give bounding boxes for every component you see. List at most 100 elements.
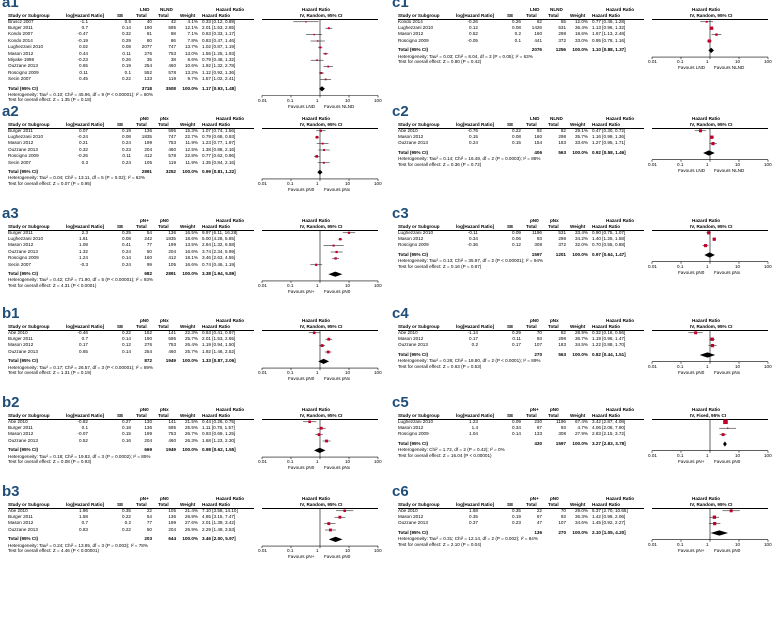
total-group1: 1597 bbox=[531, 251, 542, 257]
total-group1: 50 bbox=[146, 248, 152, 254]
hr-ci-value: 3.46 [2.00, 5.97] bbox=[202, 536, 236, 542]
log-hr-value: 1.23 bbox=[469, 418, 478, 424]
study-name: Mason 2012 bbox=[398, 133, 424, 139]
point-estimate-square bbox=[694, 331, 698, 335]
panel-label: b2 bbox=[2, 394, 20, 411]
col-header: log[Hazard Ratio] bbox=[66, 412, 105, 418]
col-header: Hazard Ratio bbox=[692, 407, 721, 412]
point-estimate-square bbox=[712, 515, 717, 519]
favours-left-label: Favours pN0 bbox=[678, 269, 705, 275]
weight-value: 7.1% bbox=[187, 31, 198, 37]
study-name: Abe 2010 bbox=[8, 507, 28, 513]
weight-value: 100.0% bbox=[182, 536, 198, 542]
total-group2: 2891 bbox=[165, 270, 176, 276]
col-header: log[Hazard Ratio] bbox=[66, 323, 105, 329]
col-header: Hazard Ratio bbox=[202, 412, 231, 418]
weight-value: 18.6% bbox=[574, 31, 588, 37]
total-group1: 77 bbox=[146, 520, 152, 526]
group-label: pN0 bbox=[550, 407, 559, 412]
log-hr-value: 0.3 bbox=[81, 159, 88, 165]
col-header: IV, Random, 95% CI bbox=[300, 501, 343, 507]
favours-left-label: Favours pN0 bbox=[288, 465, 315, 471]
total-group1: 136 bbox=[144, 127, 152, 133]
study-name: Abe 2010 bbox=[8, 329, 28, 335]
total-group1: 40 bbox=[146, 18, 152, 24]
weight-value: 34.6% bbox=[574, 520, 588, 526]
col-header: Hazard Ratio bbox=[606, 407, 635, 412]
hr-ci-value: 1.40 [1.25, 1.58] bbox=[592, 235, 626, 241]
total-group2: 107 bbox=[558, 520, 566, 526]
weight-value: 29.0% bbox=[574, 507, 588, 513]
total-group1: 204 bbox=[144, 146, 152, 152]
point-estimate-square bbox=[313, 33, 315, 36]
point-estimate-square bbox=[332, 244, 335, 247]
x-tick-label: 10 bbox=[735, 161, 741, 167]
weight-value: 7.8% bbox=[187, 37, 198, 43]
weight-value: 100.0% bbox=[572, 47, 588, 53]
panel-label: b1 bbox=[2, 305, 20, 322]
summary-diamond bbox=[313, 447, 326, 453]
study-name: Lughezzani 2010 bbox=[8, 235, 43, 241]
weight-value: 26.9% bbox=[184, 513, 198, 519]
col-header: Hazard Ratio bbox=[216, 496, 245, 501]
forest-panel-c6: c6 pN+ pN0 Hazard Ratio Hazard Ratio Study or… bbox=[390, 483, 778, 573]
col-header: log[Hazard Ratio] bbox=[456, 121, 495, 127]
study-name: Mason 2012 bbox=[398, 335, 424, 341]
hr-ci-value: 1.57 [1.02, 2.41] bbox=[202, 76, 236, 82]
col-header: IV, Random, 95% CI bbox=[300, 12, 343, 18]
x-tick-label: 0.1 bbox=[677, 263, 684, 269]
weight-value: 33.4% bbox=[574, 229, 588, 235]
col-header: Hazard Ratio bbox=[592, 323, 621, 329]
weight-value: 16.5% bbox=[184, 229, 198, 235]
x-tick-label: 1 bbox=[316, 282, 319, 288]
x-tick-label: 1 bbox=[316, 459, 319, 465]
weight-value: 4.7% bbox=[577, 424, 588, 430]
col-header: SE bbox=[117, 12, 124, 18]
study-name: Roscigno 2009 bbox=[398, 242, 429, 248]
hr-ci-value: 1.19 [0.96, 1.47] bbox=[592, 335, 626, 341]
total-group1: 160 bbox=[144, 255, 152, 261]
total-label: Total (95% CI) bbox=[398, 251, 429, 257]
col-header: Weight bbox=[570, 501, 586, 507]
hr-ci-value: 0.98 [0.62, 1.55] bbox=[202, 447, 236, 453]
total-group1: 62 bbox=[536, 18, 542, 24]
col-header: Study or Subgroup bbox=[398, 501, 440, 507]
heterogeneity-text: Heterogeneity: Tau² = 0.18; Chi² = 19.82… bbox=[8, 453, 151, 459]
point-estimate-square bbox=[343, 509, 346, 513]
favours-left-label: Favours pN+ bbox=[288, 288, 315, 294]
total-group1: 872 bbox=[144, 358, 152, 364]
se-value: 0.19 bbox=[512, 513, 521, 519]
se-value: 0.14 bbox=[122, 348, 131, 354]
se-value: 0.35 bbox=[512, 507, 521, 513]
point-estimate-square bbox=[319, 426, 323, 430]
col-header: Weight bbox=[180, 12, 196, 18]
study-name: Mason 2012 bbox=[398, 235, 424, 241]
group-label: pN0 bbox=[160, 218, 169, 223]
x-tick-label: 1 bbox=[316, 370, 319, 376]
study-name: Burger 2011 bbox=[8, 24, 33, 30]
hr-ci-value: 0.47 [0.30, 0.72] bbox=[592, 127, 626, 133]
log-hr-value: -0.05 bbox=[467, 37, 478, 43]
favours-left-label: Favours pN+ bbox=[288, 554, 315, 560]
study-name: Secin 2007 bbox=[8, 261, 31, 267]
weight-value: 16.6% bbox=[184, 261, 198, 267]
col-header: IV, Random, 95% CI bbox=[690, 501, 733, 507]
total-label: Total (95% CI) bbox=[398, 351, 429, 357]
weight-value: 100.0% bbox=[572, 149, 588, 155]
total-group1: 93 bbox=[536, 335, 542, 341]
study-name: Mason 2012 bbox=[8, 431, 34, 437]
log-hr-value: -1.14 bbox=[467, 329, 478, 335]
se-value: 0.09 bbox=[512, 229, 521, 235]
se-value: 0.12 bbox=[122, 342, 131, 348]
overall-effect-text: Test for overall effect: Z = 1.35 (P = 0… bbox=[8, 97, 92, 103]
col-header: SE bbox=[117, 223, 124, 229]
group-label: pN0 bbox=[140, 407, 149, 412]
col-header: SE bbox=[507, 412, 514, 418]
total-group1: 67 bbox=[536, 513, 542, 519]
col-header: SE bbox=[117, 121, 124, 127]
total-group2: 595 bbox=[168, 127, 176, 133]
log-hr-value: -0.24 bbox=[77, 133, 88, 139]
total-group1: 230 bbox=[534, 418, 542, 424]
point-estimate-square bbox=[715, 33, 718, 36]
panel-label: c3 bbox=[392, 205, 409, 222]
